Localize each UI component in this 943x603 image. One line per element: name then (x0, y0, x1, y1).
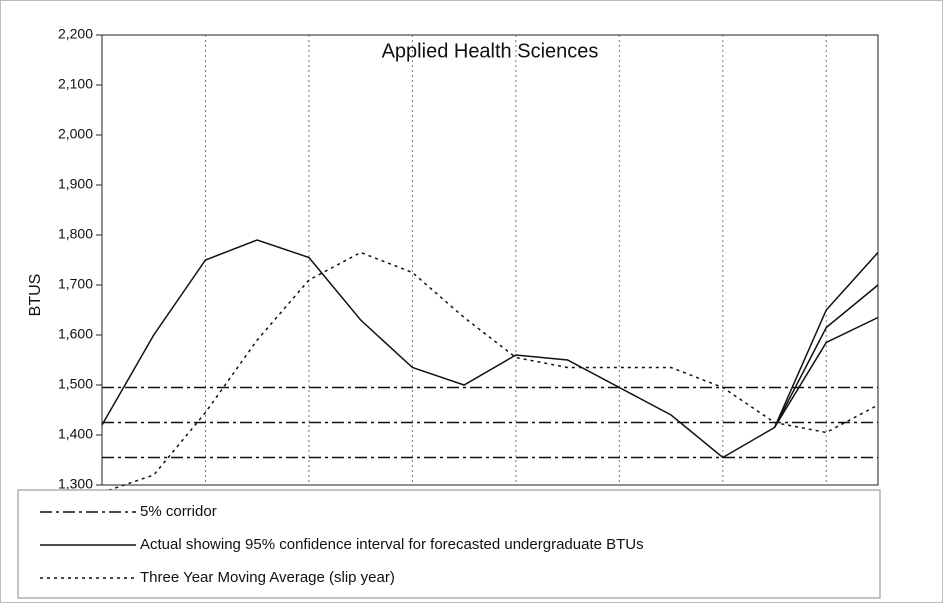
legend-box (17, 489, 881, 599)
y-tick-label: 1,800 (58, 226, 93, 242)
y-tick-label: 1,700 (58, 276, 93, 292)
y-tick-label: 1,300 (58, 476, 93, 492)
y-tick-label: 1,400 (58, 426, 93, 442)
y-tick-label: 2,100 (58, 76, 93, 92)
y-tick-label: 1,900 (58, 176, 93, 192)
series-line (101, 251, 879, 494)
y-tick-label: 1,500 (58, 376, 93, 392)
series-line (101, 239, 879, 459)
y-tick-label: 1,600 (58, 326, 93, 342)
y-tick-label: 2,000 (58, 126, 93, 142)
plot-frame (101, 34, 879, 486)
legend-label: Actual showing 95% confidence interval f… (140, 536, 644, 553)
legend-label: 5% corridor (140, 503, 217, 520)
y-axis-label: BTUS (27, 274, 44, 317)
chart-title: Applied Health Sciences (382, 40, 599, 62)
y-tick-label: 2,200 (58, 26, 93, 42)
legend-label: Three Year Moving Average (slip year) (140, 569, 395, 586)
series-line (773, 316, 879, 428)
series-line (773, 251, 879, 428)
